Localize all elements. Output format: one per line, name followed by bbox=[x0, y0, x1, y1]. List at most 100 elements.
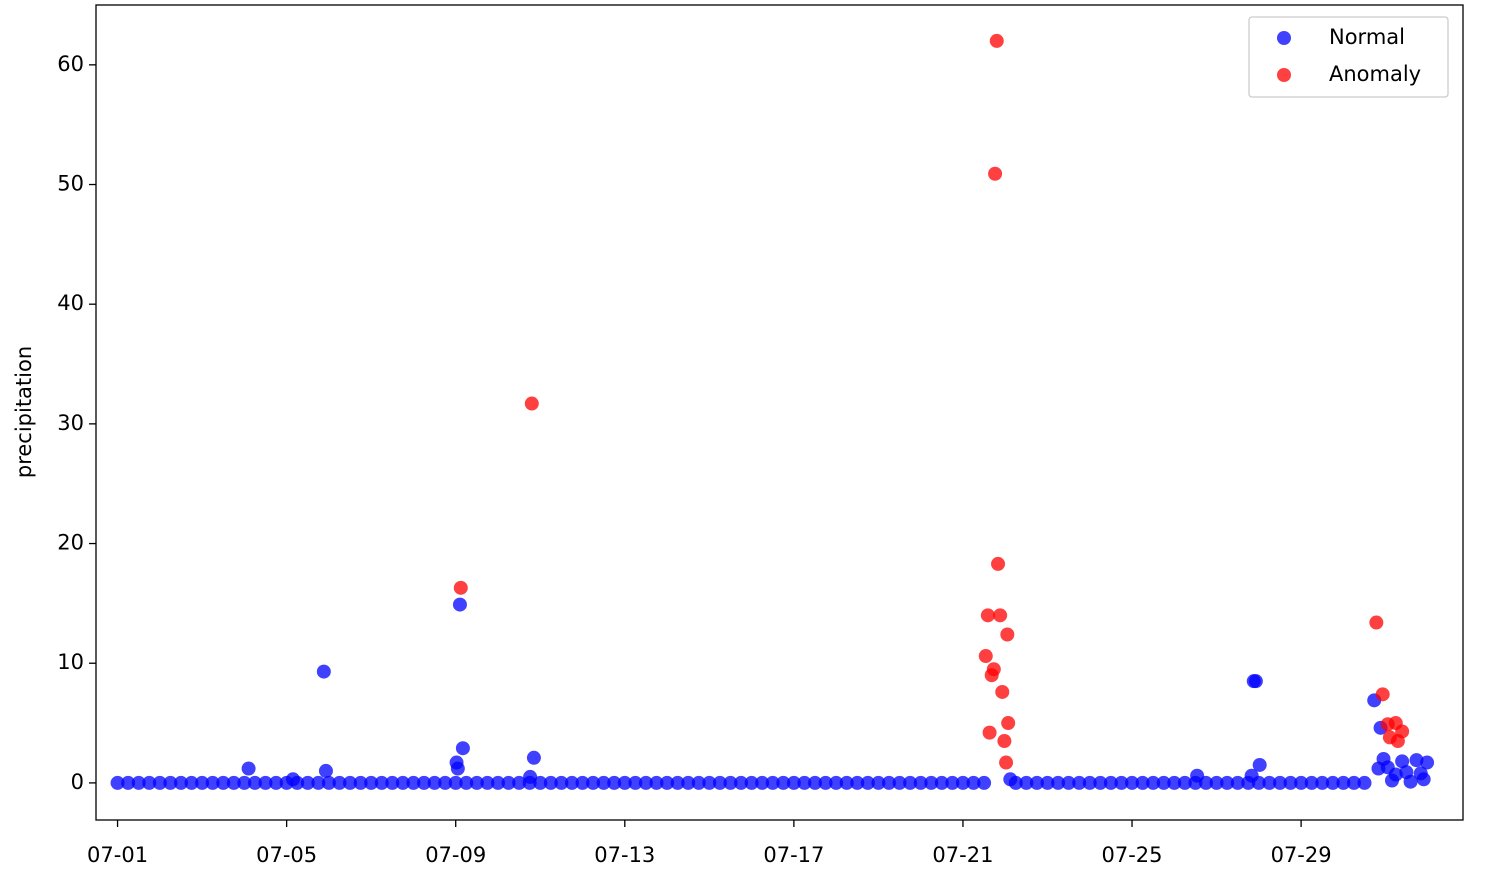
point bbox=[480, 775, 495, 790]
plot-frame bbox=[95, 4, 1464, 821]
y-tick-label: 20 bbox=[57, 531, 84, 555]
legend-marker bbox=[1277, 68, 1291, 82]
legend-label: Normal bbox=[1329, 25, 1405, 49]
point bbox=[311, 775, 326, 790]
point bbox=[1325, 775, 1340, 790]
point bbox=[1156, 775, 1171, 790]
x-tick-label: 07-25 bbox=[1102, 843, 1163, 867]
point bbox=[628, 775, 643, 790]
y-tick-label: 0 bbox=[71, 770, 84, 794]
point bbox=[417, 775, 432, 790]
point bbox=[110, 775, 125, 790]
point bbox=[776, 775, 791, 790]
point bbox=[318, 763, 333, 778]
point bbox=[702, 775, 717, 790]
point bbox=[453, 580, 468, 595]
point bbox=[406, 775, 421, 790]
point bbox=[892, 775, 907, 790]
point bbox=[860, 775, 875, 790]
point bbox=[723, 775, 738, 790]
point bbox=[438, 775, 453, 790]
point bbox=[554, 775, 569, 790]
point bbox=[543, 775, 558, 790]
x-tick-label: 07-21 bbox=[932, 843, 993, 867]
point bbox=[1304, 775, 1319, 790]
point bbox=[533, 775, 548, 790]
point bbox=[526, 750, 541, 765]
y-tick-label: 40 bbox=[57, 291, 84, 315]
point bbox=[1336, 775, 1351, 790]
point bbox=[850, 775, 865, 790]
point bbox=[1000, 627, 1015, 642]
point bbox=[258, 775, 273, 790]
point bbox=[765, 775, 780, 790]
point bbox=[1315, 775, 1330, 790]
point bbox=[152, 775, 167, 790]
point bbox=[1357, 775, 1372, 790]
point bbox=[459, 775, 474, 790]
point bbox=[638, 775, 653, 790]
point bbox=[1283, 775, 1298, 790]
point bbox=[469, 775, 484, 790]
point bbox=[1040, 775, 1055, 790]
point bbox=[913, 775, 928, 790]
point bbox=[1029, 775, 1044, 790]
point bbox=[1294, 775, 1309, 790]
point bbox=[744, 775, 759, 790]
point bbox=[1252, 757, 1267, 772]
point bbox=[490, 775, 505, 790]
point bbox=[564, 775, 579, 790]
point bbox=[1416, 772, 1431, 787]
point bbox=[991, 556, 1006, 571]
point bbox=[712, 775, 727, 790]
point bbox=[982, 725, 997, 740]
x-tick-label: 07-09 bbox=[425, 843, 486, 867]
point bbox=[903, 775, 918, 790]
point bbox=[691, 775, 706, 790]
point bbox=[995, 684, 1010, 699]
legend-marker bbox=[1277, 31, 1291, 45]
point bbox=[1220, 775, 1235, 790]
point bbox=[321, 775, 336, 790]
point bbox=[237, 775, 252, 790]
point bbox=[247, 775, 262, 790]
point bbox=[524, 396, 539, 411]
point bbox=[226, 775, 241, 790]
point bbox=[1395, 754, 1410, 769]
legend-box bbox=[1248, 16, 1449, 98]
x-tick-label: 07-05 bbox=[256, 843, 317, 867]
x-tick-label: 07-29 bbox=[1271, 843, 1332, 867]
point bbox=[871, 775, 886, 790]
point bbox=[385, 775, 400, 790]
point bbox=[374, 775, 389, 790]
point bbox=[1003, 772, 1018, 787]
point bbox=[121, 775, 136, 790]
point bbox=[512, 775, 527, 790]
point bbox=[285, 772, 300, 787]
point bbox=[607, 775, 622, 790]
point bbox=[818, 775, 833, 790]
point bbox=[977, 775, 992, 790]
point bbox=[966, 775, 981, 790]
point bbox=[881, 775, 896, 790]
point bbox=[999, 755, 1014, 770]
point bbox=[316, 664, 331, 679]
point bbox=[343, 775, 358, 790]
x-tick-label: 07-01 bbox=[87, 843, 148, 867]
point bbox=[670, 775, 685, 790]
point bbox=[924, 775, 939, 790]
point bbox=[142, 775, 157, 790]
point bbox=[184, 775, 199, 790]
point bbox=[1375, 687, 1390, 702]
point bbox=[332, 775, 347, 790]
point bbox=[450, 761, 465, 776]
point bbox=[269, 775, 284, 790]
point bbox=[1001, 716, 1016, 731]
point bbox=[980, 608, 995, 623]
x-tick-label: 07-13 bbox=[594, 843, 655, 867]
point bbox=[241, 761, 256, 776]
point bbox=[1209, 775, 1224, 790]
point bbox=[1230, 775, 1245, 790]
point bbox=[808, 775, 823, 790]
point bbox=[988, 166, 1003, 181]
